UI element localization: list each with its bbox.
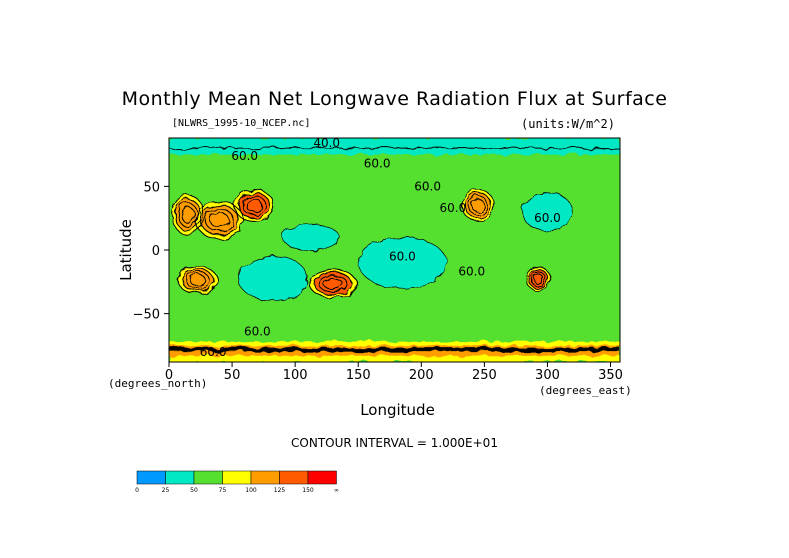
contour-line xyxy=(185,271,210,289)
colorbar-swatch xyxy=(279,470,309,485)
y-tick-label: −50 xyxy=(133,308,160,323)
x-tick-label: 150 xyxy=(346,368,371,383)
y-axis-label: Latitude xyxy=(117,219,135,281)
contour-labels: 40.0 60.0 60.0 60.0 60.0 60.0 60.0 60.0 60.0 60.0 xyxy=(200,136,561,359)
contour-line xyxy=(528,268,548,289)
low-region xyxy=(522,192,573,231)
x-tick-label: 300 xyxy=(535,368,560,383)
y-unit-label: (degrees_east) xyxy=(539,384,632,397)
colorbar-label: 50 xyxy=(190,487,198,494)
contour-line xyxy=(241,195,267,216)
contour-line xyxy=(323,277,343,290)
contour-line xyxy=(209,212,230,228)
colorbar-swatch xyxy=(193,470,223,485)
contour-label: 60.0 xyxy=(200,345,227,359)
colorbar-label: 25 xyxy=(162,487,170,494)
contour-interval-text: CONTOUR INTERVAL = 1.000E+01 xyxy=(291,436,498,450)
colorbar-label: 100 xyxy=(245,487,257,494)
contour-line xyxy=(313,272,353,296)
file-label: [NLWRS_1995-10_NCEP.nc] xyxy=(172,118,311,129)
contour-line xyxy=(521,192,574,232)
axis-ticks: 0 50 100 150 200 250 300 350 50 0 −50 xyxy=(133,180,623,383)
low-region xyxy=(282,224,340,250)
contour-line xyxy=(461,189,495,222)
high-region xyxy=(238,192,270,219)
colorbar: 0 25 50 75 100 125 150 ∞ xyxy=(135,470,339,494)
x-tick-label: 350 xyxy=(598,368,623,383)
x-unit-label: (degrees_north) xyxy=(108,377,208,390)
x-tick-label: 100 xyxy=(283,368,308,383)
low-region xyxy=(358,237,447,289)
contour-label: 40.0 xyxy=(313,136,340,150)
contour-line xyxy=(464,192,492,219)
colorbar-label: ∞ xyxy=(334,487,339,494)
contour-line xyxy=(181,268,214,292)
contour-line xyxy=(177,265,218,294)
contour-line xyxy=(237,192,271,219)
colorbar-swatch xyxy=(165,470,195,485)
colorbar-swatch xyxy=(250,470,280,485)
chart-title: Monthly Mean Net Longwave Radiation Flux… xyxy=(121,88,668,110)
high-region xyxy=(181,269,214,291)
contour-line xyxy=(530,270,546,287)
contour-line xyxy=(195,201,244,239)
contour-label: 60.0 xyxy=(389,249,416,263)
contour-label: 60.0 xyxy=(231,149,258,163)
low-region xyxy=(238,256,308,301)
high-region xyxy=(175,199,201,231)
contour-line xyxy=(181,206,195,224)
contour-line xyxy=(468,195,489,216)
colorbar-label: 150 xyxy=(302,487,314,494)
colorbar-swatch xyxy=(136,470,166,485)
x-tick-label: 250 xyxy=(472,368,497,383)
contour-line xyxy=(525,266,551,292)
contour-line xyxy=(200,204,239,236)
colorbar-label: 0 xyxy=(135,487,139,494)
contour-label: 60.0 xyxy=(364,156,391,170)
contour-line xyxy=(245,198,263,213)
high-region xyxy=(200,205,239,235)
contour-line xyxy=(532,273,544,284)
contour-line xyxy=(238,256,309,302)
contour-label: 60.0 xyxy=(244,324,271,338)
x-axis-label: Longitude xyxy=(360,401,435,419)
colorbar-swatch xyxy=(307,470,337,485)
contour-lines xyxy=(169,147,620,352)
colorbar-swatch xyxy=(222,470,252,485)
contour-label: 60.0 xyxy=(458,265,485,279)
x-tick-label: 50 xyxy=(224,368,241,383)
contour-label: 60.0 xyxy=(534,211,561,225)
contour-line xyxy=(204,208,235,232)
contour-line xyxy=(177,202,198,228)
high-region xyxy=(465,192,491,219)
contour-line xyxy=(169,347,620,352)
contour-line xyxy=(318,275,348,293)
contour-line xyxy=(174,198,202,232)
x-tick-label: 200 xyxy=(409,368,434,383)
contour-line xyxy=(282,224,340,251)
contour-label: 60.0 xyxy=(414,179,441,193)
y-tick-label: 50 xyxy=(143,180,160,195)
x-tick-label: 0 xyxy=(165,368,173,383)
contour-line xyxy=(308,269,358,298)
contour-line xyxy=(471,198,485,213)
y-tick-label: 0 xyxy=(152,244,160,259)
contour-label: 60.0 xyxy=(439,201,466,215)
colorbar-label: 75 xyxy=(219,487,227,494)
colorbar-label: 125 xyxy=(274,487,286,494)
contour-line xyxy=(171,194,205,236)
high-latitude-band xyxy=(169,138,620,155)
contour-line xyxy=(233,189,275,222)
high-region xyxy=(314,272,352,295)
units-label: (units:W/m^2) xyxy=(521,117,615,131)
plot-area: 40.0 60.0 60.0 60.0 60.0 60.0 60.0 60.0 60.0 60.0 xyxy=(169,136,620,362)
contour-line xyxy=(189,274,206,286)
contour-line xyxy=(357,236,447,289)
